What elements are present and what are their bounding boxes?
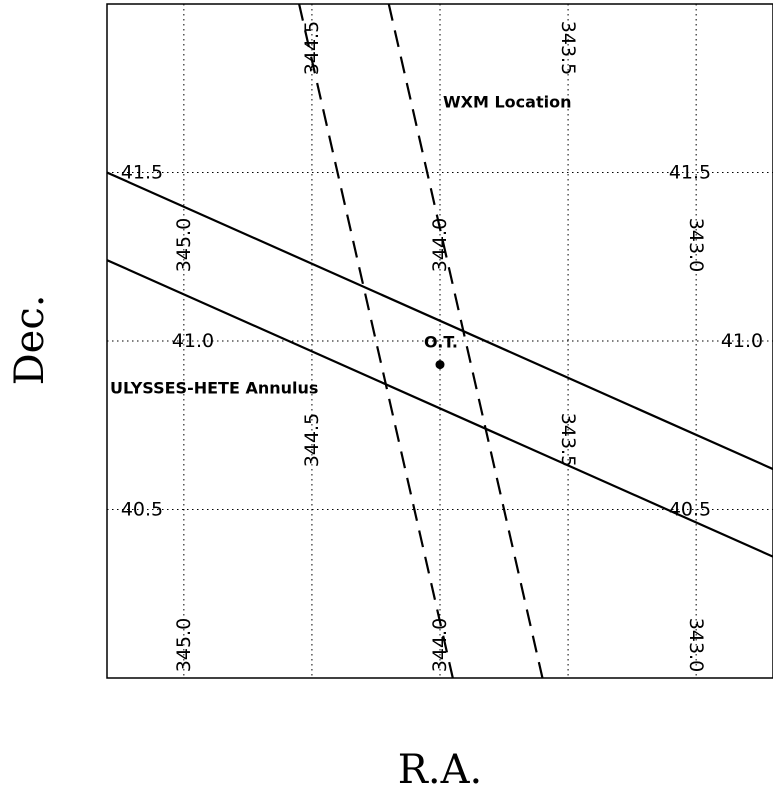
ra-tick-label-lower: 343.5 bbox=[557, 413, 579, 467]
x-axis-label: R.A. bbox=[398, 747, 482, 793]
annulus-line-1 bbox=[107, 259, 773, 558]
ra-tick-label-lower: 344.0 bbox=[429, 618, 451, 672]
dec-tick-label-left: 41.0 bbox=[172, 330, 214, 352]
wxm-box-line-3 bbox=[387, 4, 544, 678]
ra-tick-label-lower: 344.5 bbox=[301, 413, 323, 467]
annotation-o-t: O.T. bbox=[424, 333, 458, 352]
ra-tick-label-upper: 344.5 bbox=[301, 21, 323, 75]
ra-tick-label-upper: 343.0 bbox=[685, 218, 707, 272]
dec-tick-label-left: 40.5 bbox=[121, 499, 163, 521]
dec-tick-label-right: 41.5 bbox=[669, 162, 711, 184]
plot-frame bbox=[106, 3, 773, 679]
ra-tick-label-lower: 345.0 bbox=[173, 618, 195, 672]
dec-tick-label-left: 41.5 bbox=[121, 162, 163, 184]
dec-tick-label-right: 40.5 bbox=[669, 499, 711, 521]
ra-tick-label-upper: 343.5 bbox=[557, 21, 579, 75]
annulus-line-0 bbox=[107, 171, 773, 471]
ra-tick-label-lower: 343.0 bbox=[685, 618, 707, 672]
label-layer: 345.0 344.5 344.0 343.5 343.0 345.0 344.5 344.0… bbox=[110, 21, 763, 672]
dec-tick-label-right: 41.0 bbox=[721, 330, 763, 352]
optical-transient-marker bbox=[435, 360, 445, 370]
grid-layer bbox=[107, 4, 773, 678]
annotation-ulysses-hete-annulus: ULYSSES-HETE Annulus bbox=[110, 379, 318, 398]
y-axis-label: Dec. bbox=[7, 295, 53, 386]
wxm-box-line-2 bbox=[298, 4, 454, 678]
ra-tick-label-upper: 345.0 bbox=[173, 218, 195, 272]
ra-tick-label-upper: 344.0 bbox=[429, 218, 451, 272]
series-layer bbox=[107, 4, 773, 678]
annotation-wxm-location: WXM Location bbox=[443, 93, 571, 112]
